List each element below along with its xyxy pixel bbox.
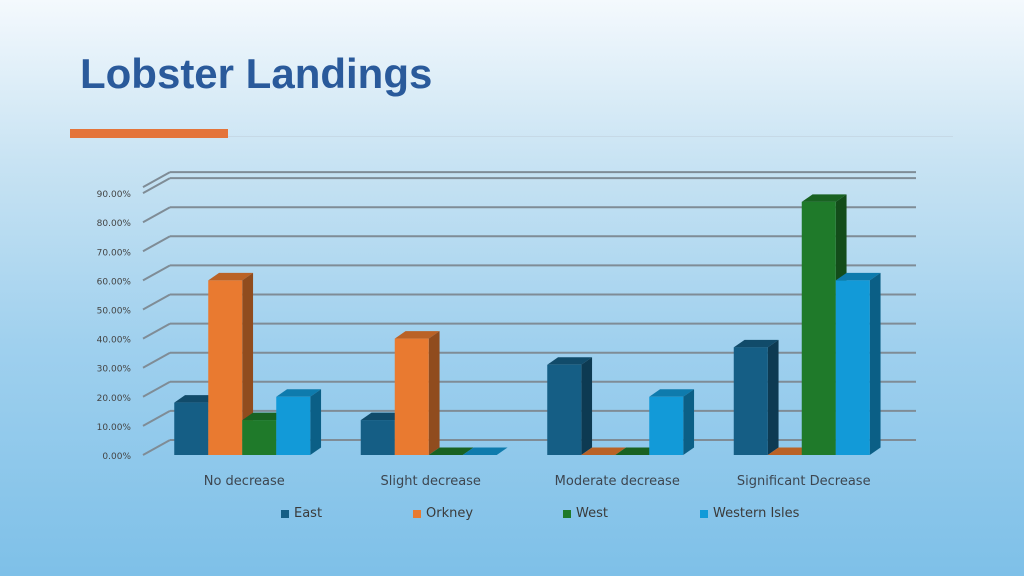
gridline-diagonal (142, 264, 171, 282)
bar-front-face (276, 396, 311, 455)
bar-side-face (767, 339, 779, 455)
bar-orkney-significant-decrease (767, 447, 813, 455)
y-tick-label: 70.00% (97, 248, 132, 258)
bar-west-moderate-decrease (615, 447, 661, 455)
y-tick-label: 50.00% (97, 307, 132, 317)
bar-top-face (767, 447, 813, 455)
bar-top-face (547, 357, 593, 365)
bar-top-face (242, 412, 288, 421)
bar-front-face (394, 338, 429, 455)
bar-front-face (649, 396, 684, 455)
y-tick-label: 60.00% (97, 277, 132, 287)
bar-front-face (174, 402, 209, 455)
bar-orkney-moderate-decrease (581, 447, 627, 455)
legend-item-east: East (281, 506, 322, 521)
bar-top-face (733, 339, 779, 348)
bar-top-face (462, 447, 508, 455)
y-tick-label: 40.00% (97, 336, 132, 346)
y-tick-label: 90.00% (97, 190, 132, 200)
x-tick-label: Significant Decrease (737, 474, 871, 489)
bar-top-face (649, 389, 695, 397)
gridline-diagonal (142, 206, 171, 224)
bar-top-face (428, 447, 474, 455)
bar-side-face (242, 272, 254, 455)
bar-western-isles-moderate-decrease (649, 389, 695, 455)
gridline-diagonal (142, 177, 171, 194)
bar-front-face (801, 201, 836, 455)
legend-label: Western Isles (713, 506, 800, 521)
y-tick-label: 80.00% (97, 219, 132, 229)
legend-swatch (413, 509, 421, 518)
bar-side-face (683, 389, 695, 455)
legend-item-orkney: Orkney (413, 506, 473, 521)
bar-top-face (360, 412, 406, 421)
x-tick-label: Slight decrease (381, 474, 481, 489)
bar-western-isles-significant-decrease (835, 272, 881, 455)
title-accent-bar (70, 129, 228, 138)
legend-label: East (294, 506, 323, 521)
legend-label: West (576, 506, 608, 521)
gridline-diagonal (142, 380, 171, 398)
bar-front-face (360, 420, 395, 455)
bar-side-face (869, 272, 881, 455)
x-tick-label: Moderate decrease (555, 474, 680, 489)
bar-east-moderate-decrease (547, 357, 593, 455)
gridline-diagonal (142, 410, 171, 427)
bar-west-slight-decrease (428, 447, 474, 455)
bar-top-face (208, 272, 254, 281)
chart-legend: East Orkney West Western Isles (0, 506, 1024, 526)
legend-swatch (281, 509, 289, 518)
gridline-diagonal (142, 439, 171, 456)
bar-top-face (615, 447, 661, 455)
bar-front-face (208, 280, 243, 455)
gridline-diagonal (142, 322, 171, 340)
gridline-diagonal (142, 293, 171, 311)
legend-item-western-isles: Western Isles (700, 506, 799, 521)
bar-side-face (581, 357, 593, 455)
x-tick-label: No decrease (204, 474, 285, 489)
y-tick-label: 0.00% (102, 452, 131, 462)
legend-item-west: West (563, 506, 608, 521)
legend-swatch (700, 509, 708, 518)
bar-top-face (835, 272, 881, 281)
gridline-diagonal (142, 235, 171, 253)
bar-top-face (276, 389, 322, 397)
legend-label: Orkney (426, 506, 474, 521)
bar-western-isles-slight-decrease (462, 447, 508, 455)
y-tick-label: 30.00% (97, 365, 132, 375)
page-title: Lobster Landings (80, 50, 433, 97)
bar-top-face (174, 395, 220, 403)
bar-front-face (835, 280, 870, 455)
bar-side-face (310, 389, 322, 455)
bar-front-face (733, 347, 768, 455)
bar-western-isles-no-decrease (276, 389, 322, 455)
bar-top-face (801, 194, 847, 202)
bar-top-face (394, 331, 440, 339)
y-tick-label: 20.00% (97, 394, 132, 404)
bar-orkney-no-decrease (208, 272, 254, 455)
bar-front-face (547, 364, 582, 455)
legend-swatch (563, 509, 571, 518)
bar-side-face (428, 331, 440, 455)
gridline-diagonal (142, 171, 171, 188)
title-divider (228, 136, 953, 137)
gridline-diagonal (142, 351, 171, 369)
bar-east-significant-decrease (733, 339, 779, 455)
bar-orkney-slight-decrease (394, 331, 440, 455)
y-tick-label: 10.00% (97, 423, 132, 433)
bar-top-face (581, 447, 627, 455)
bar-front-face (242, 420, 277, 455)
